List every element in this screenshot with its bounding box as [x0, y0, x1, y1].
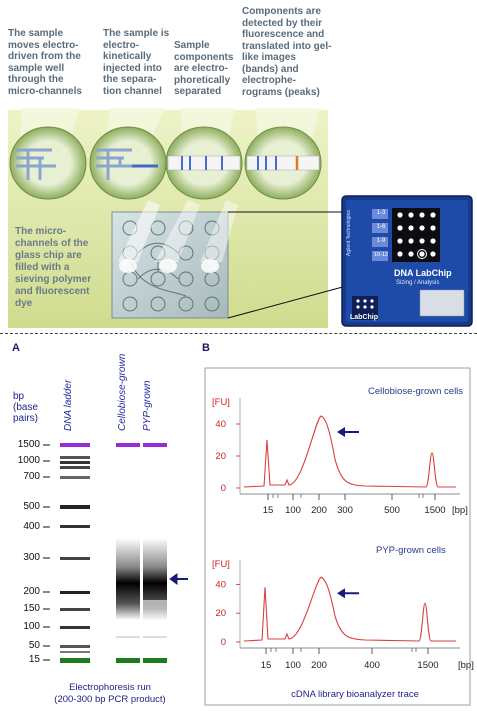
step-4-text: Components are detected by their fluores… — [242, 6, 332, 98]
disc-3 — [165, 126, 243, 200]
chart1-xtick-label-0: 15 — [263, 505, 274, 516]
chart2-xlabel: [bp] — [458, 660, 474, 671]
tick-1500: 1500 — [17, 439, 40, 450]
tick-150: 150 — [23, 603, 40, 614]
tick-50: 50 — [28, 640, 40, 651]
cellobiose-lane — [116, 443, 140, 663]
chart1-ytick-label-0: 0 — [221, 483, 226, 494]
disc-2 — [89, 126, 167, 200]
glass-chip — [111, 200, 238, 319]
step-1-text: The sample moves electro-driven from the… — [8, 28, 82, 97]
chart2-ylabel: [FU] — [212, 559, 230, 570]
tick-100: 100 — [23, 621, 40, 632]
chart2-trace — [243, 576, 456, 642]
tick-400: 400 — [23, 521, 40, 532]
chart2-xtick-label-0: 15 — [261, 660, 272, 671]
chart1-xtick-label-5: 1500 — [424, 505, 445, 516]
panel-b-label: B — [202, 342, 210, 354]
chart1-xtick-label-3: 300 — [337, 505, 353, 516]
cartridge-well-label-3: 1-9 — [376, 238, 386, 244]
tick-1000: 1000 — [17, 455, 40, 466]
chart1-xtick-label-1: 100 — [285, 505, 301, 516]
cartridge-well-label-4: 10-12 — [373, 252, 389, 258]
tick-700: 700 — [23, 471, 40, 482]
chart1-ytick-label-2: 40 — [215, 419, 226, 430]
section-divider — [0, 333, 477, 334]
gel-arrow-icon — [169, 573, 188, 585]
chart1-xlabel: [bp] — [452, 505, 468, 516]
chart2-ytick-label-2: 40 — [215, 579, 226, 590]
cartridge-well-label-2: 1-6 — [376, 224, 386, 230]
chart1-title: Cellobiose-grown cells — [368, 386, 464, 397]
gel-caption-line2: (200-300 bp PCR product) — [54, 694, 166, 705]
chart1-trace — [243, 415, 456, 488]
trace-caption: cDNA library bioanalyzer trace — [291, 689, 419, 700]
bp-title: bp (base pairs) — [13, 391, 39, 424]
pyp-lane — [143, 443, 167, 663]
top-illustration — [8, 108, 473, 328]
chart1-ytick-label-1: 20 — [215, 451, 226, 462]
disc-1 — [9, 126, 87, 200]
chart2-xtick-label-1: 100 — [285, 660, 301, 671]
chart2-xtick-label-2: 200 — [311, 660, 327, 671]
panel-a-label: A — [12, 342, 20, 354]
step-3-text: Sample components are electro-phoretical… — [174, 40, 234, 97]
cartridge-logo: LabChip — [350, 314, 378, 321]
chart2-ytick-label-0: 0 — [221, 637, 226, 648]
tick-200: 200 — [23, 586, 40, 597]
tick-300: 300 — [23, 552, 40, 563]
ladder-lane — [60, 443, 90, 663]
chart1-arrow-icon — [337, 427, 345, 437]
cartridge-well-label-1: 1-3 — [376, 210, 386, 216]
top-panel: The sample moves electro-driven from the… — [0, 0, 477, 332]
chart1-xtick-label-2: 200 — [311, 505, 327, 516]
gel-caption-line1: Electrophoresis run — [69, 682, 151, 693]
cartridge-subtitle: Sizing / Analysis — [396, 280, 440, 286]
disc-4 — [244, 126, 322, 200]
tick-500: 500 — [23, 501, 40, 512]
chip-note: The micro-channels of the glass chip are… — [15, 226, 92, 309]
chart2-arrow-icon — [337, 588, 345, 599]
labchip-cartridge — [341, 195, 473, 327]
tick-15: 15 — [28, 654, 40, 665]
chart2-ytick-label-1: 20 — [215, 608, 226, 619]
chart1-xtick-label-4: 500 — [384, 505, 400, 516]
chart2-xtick-label-3: 400 — [364, 660, 380, 671]
cartridge-product: DNA LabChip — [394, 268, 452, 278]
chart2-title: PYP-grown cells — [376, 545, 446, 556]
step-2-text: The sample is electro-kinetically inject… — [103, 28, 170, 97]
chart1-ylabel: [FU] — [212, 397, 230, 408]
chart2-xtick-label-4: 1500 — [417, 660, 438, 671]
